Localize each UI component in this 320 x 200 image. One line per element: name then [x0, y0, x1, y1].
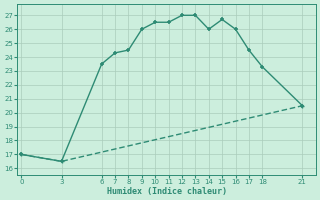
X-axis label: Humidex (Indice chaleur): Humidex (Indice chaleur) [107, 187, 227, 196]
